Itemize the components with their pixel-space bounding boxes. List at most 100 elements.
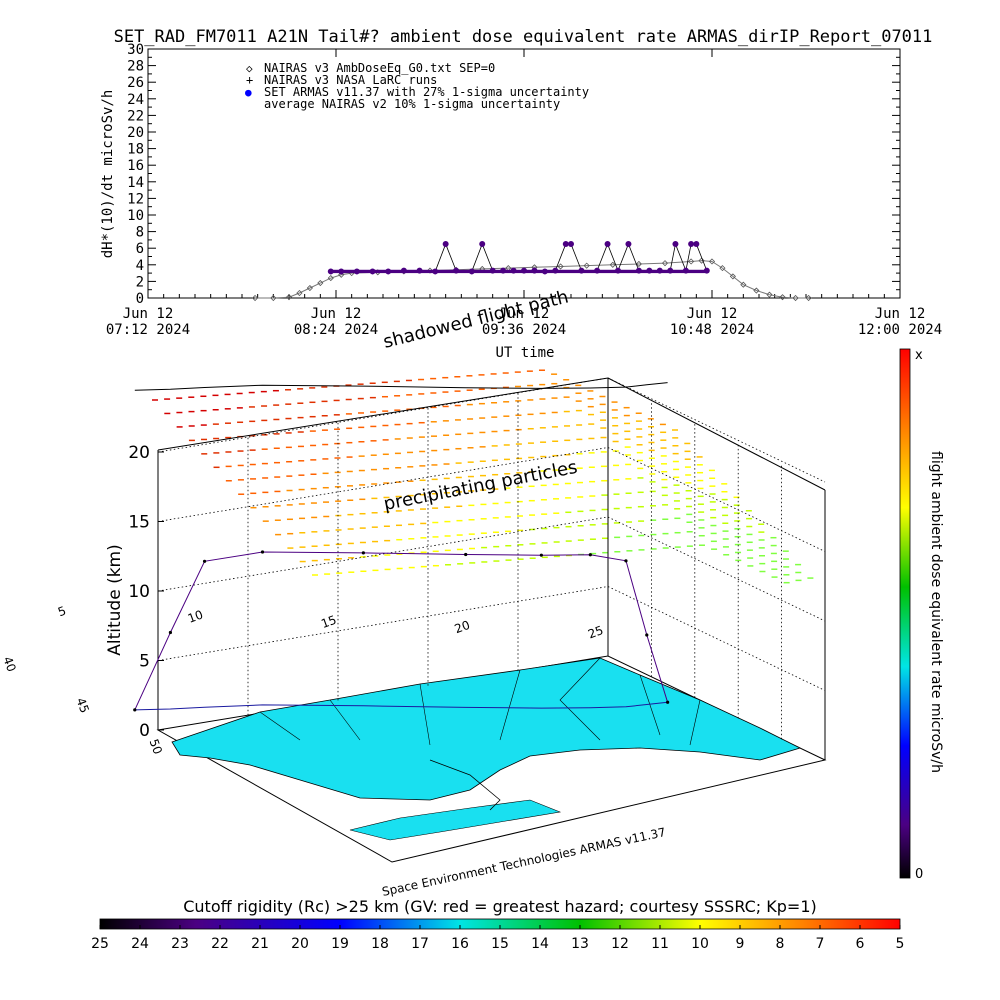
longitude-tick-label: 20 — [453, 618, 472, 636]
cutoff-bar-ticks: 25 24 23 22 21 20 19 18 17 16 15 14 13 12 11 10 9 8 7 6 5 — [91, 925, 904, 952]
nairas-v3-point — [635, 260, 642, 268]
nairas-v3-point — [251, 294, 259, 302]
y-tick-label: 14 — [127, 175, 144, 191]
armas-connector — [445, 243, 457, 271]
shadowed-flight-path — [134, 382, 668, 391]
armas-band — [330, 269, 707, 274]
armas-connector — [570, 243, 582, 271]
cutoff-tick-label: 14 — [531, 936, 549, 952]
cutoff-bar-label: Cutoff rigidity (Rc) >25 km (GV: red = g… — [183, 897, 817, 916]
cutoff-tick-label: 15 — [491, 936, 509, 952]
legend-label-4: average NAIRAS v2 10% 1-sigma uncertaint… — [264, 97, 560, 111]
x-tick-label-time: 10:48 2024 — [670, 322, 754, 338]
altitude-grid-line — [157, 377, 826, 483]
nairas-v3-point — [583, 262, 590, 269]
x-tick-label-date: Jun 12 — [875, 306, 926, 322]
precipitating-particles-layer — [152, 369, 814, 584]
altitude-grid-line — [157, 447, 826, 552]
y-tick-label: 10 — [127, 208, 144, 224]
armas-point — [479, 241, 486, 248]
nairas-v3-point — [688, 258, 695, 265]
armas-connector — [628, 243, 640, 271]
longitude-tick-label: 10 — [186, 607, 205, 625]
y-tick-label: 2 — [136, 274, 144, 290]
cutoff-tick-label: 21 — [251, 936, 269, 952]
cutoff-tick-label: 12 — [611, 936, 629, 952]
nairas-v3-point — [698, 257, 705, 264]
armas-point — [693, 241, 700, 248]
latitude-tick-label: 50 — [147, 737, 165, 756]
x-tick-label-date: Jun 12 — [687, 306, 738, 322]
y-tick-label: 18 — [127, 142, 144, 158]
armas-connector — [617, 243, 629, 271]
map-coast-italy — [429, 759, 501, 811]
cutoff-rigidity-bar: Cutoff rigidity (Rc) >25 km (GV: red = g… — [91, 897, 904, 952]
nairas-v3-point — [729, 273, 736, 280]
armas-connector — [669, 243, 676, 271]
armas-point — [562, 241, 569, 248]
cutoff-tick-label: 8 — [776, 936, 785, 952]
legend-label-1: NAIRAS v3 AmbDoseEq_G0.txt SEP=0 — [264, 61, 495, 75]
dose-colorbar-max: x — [915, 348, 923, 363]
cutoff-tick-label: 22 — [211, 936, 229, 952]
cutoff-tick-label: 20 — [291, 936, 309, 952]
nairas-v3-line — [255, 260, 809, 299]
x-tick-label-time: 07:12 2024 — [106, 322, 190, 338]
nairas-v3-point — [719, 265, 726, 272]
armas-point — [688, 241, 695, 248]
cutoff-tick-label: 16 — [451, 936, 469, 952]
nairas-v3-point — [285, 294, 293, 301]
precipitating-particles-label: precipitating particles — [382, 457, 579, 515]
nairas-v3-point — [740, 281, 747, 288]
y-tick-label: 4 — [136, 258, 144, 274]
x-tick-label-date: Jun 12 — [499, 306, 550, 322]
flight-path-point — [133, 708, 137, 712]
cutoff-tick-label: 6 — [856, 936, 865, 952]
nairas-v3-point — [708, 258, 716, 265]
flight-path-point — [539, 553, 543, 557]
legend-symbol-1: ◇ — [246, 62, 253, 75]
y-tick-label: 6 — [136, 241, 144, 257]
map-borders — [259, 657, 701, 746]
cutoff-tick-label: 5 — [896, 936, 905, 952]
flight-path-point — [168, 630, 173, 635]
legend-symbol-2: + — [246, 73, 253, 87]
armas-connector — [596, 243, 608, 271]
armas-connector — [554, 243, 567, 271]
altitude-tick-label: 0 — [139, 721, 150, 741]
nairas-v3-point — [426, 267, 434, 274]
longitude-tick-label: 15 — [319, 613, 338, 631]
altitude-grid-line — [157, 516, 826, 622]
flight-path-point — [202, 559, 207, 563]
flight-path-point — [666, 700, 670, 704]
latitude-ticks: 35404550 — [0, 655, 165, 757]
cutoff-tick-label: 17 — [411, 936, 429, 952]
map-land-area-south — [349, 799, 562, 841]
cutoff-tick-label: 9 — [736, 936, 745, 952]
nairas-v3-point — [306, 284, 313, 292]
legend-label-3: SET ARMAS v11.37 with 27% 1-sigma uncert… — [264, 85, 589, 99]
flight-path-point — [260, 550, 265, 554]
altitude-ticks: 0 5 10 15 20 — [128, 443, 164, 741]
armas-point — [442, 241, 449, 248]
armas-point — [604, 241, 611, 248]
legend-label-2: NAIRAS v3 NASA LaRC runs — [264, 73, 437, 87]
nairas-v3-point — [661, 260, 669, 267]
nairas-v3-point — [792, 294, 799, 302]
nairas-v3-point — [753, 287, 760, 294]
latitude-tick-label: 40 — [0, 655, 18, 674]
armas-connector — [685, 243, 692, 271]
y-tick-label: 20 — [127, 125, 144, 141]
y-tick-label: 24 — [127, 92, 144, 108]
armas-connector — [471, 243, 483, 272]
cutoff-tick-label: 24 — [131, 936, 149, 952]
armas-connector — [481, 243, 494, 271]
x-tick-label-time: 09:36 2024 — [482, 322, 566, 338]
nairas-v3-point — [766, 291, 773, 298]
flight-path-point — [588, 553, 592, 557]
longitude-tick-label: 5 — [56, 604, 68, 620]
dose-colorbar-gradient — [899, 348, 911, 879]
